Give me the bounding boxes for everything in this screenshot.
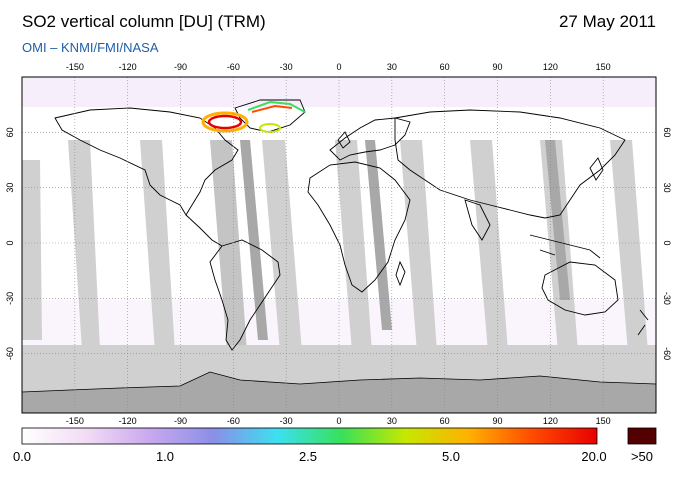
colorbar-label: 5.0: [442, 449, 460, 464]
orbit-gap: [140, 140, 175, 352]
new-zealand-coast: [637, 309, 649, 336]
lat-tick-left: 30: [5, 183, 15, 193]
lon-tick-top: -30: [280, 62, 293, 72]
lon-tick-bottom: -120: [119, 416, 137, 426]
lat-tick-right: 60: [662, 127, 672, 137]
lat-tick-left: -60: [5, 347, 15, 360]
greenland-coast: [234, 99, 306, 133]
madagascar-coast: [395, 260, 406, 287]
lon-tick-top: -90: [174, 62, 187, 72]
north-america-coast: [54, 107, 239, 216]
lat-tick-left: 0: [5, 240, 15, 245]
lat-tick-right: -30: [662, 292, 672, 305]
lon-tick-bottom: 60: [440, 416, 450, 426]
lat-tick-right: 0: [662, 240, 672, 245]
southeast-asia-islands: [529, 234, 601, 259]
orbit-gap: [400, 140, 437, 352]
lon-tick-top: 60: [440, 62, 450, 72]
page-title: SO2 vertical column [DU] (TRM): [22, 12, 266, 31]
lon-tick-bottom: 30: [387, 416, 397, 426]
orbit-gap-dark: [240, 140, 268, 340]
colorbar-label: >50: [631, 449, 653, 464]
coastlines: [54, 99, 649, 351]
lon-tick-bottom: -60: [227, 416, 240, 426]
map-frame: [21, 76, 657, 414]
orbit-gap: [210, 140, 247, 352]
orbit-gaps-dark: [240, 140, 570, 340]
asia-coast: [394, 109, 626, 219]
lat-tick-right: -60: [662, 347, 672, 360]
colorbar: [21, 427, 598, 445]
lon-tick-bottom: 0: [336, 416, 341, 426]
lat-tick-left: 60: [5, 127, 15, 137]
colorbar-label: 2.5: [299, 449, 317, 464]
tick-labels: -150 -150 -120 -120 -90 -90 -60 -60 -30 -30 0 0 30 30…: [5, 62, 672, 426]
orbit-gap-dark: [365, 140, 392, 330]
orbit-gap: [262, 140, 302, 352]
colorbar-label: 0.0: [13, 449, 31, 464]
orbit-gap-dark: [545, 140, 570, 300]
orbit-gap: [68, 140, 100, 350]
colorbar-label: 20.0: [581, 449, 606, 464]
lon-tick-bottom: 150: [596, 416, 611, 426]
india-coast: [464, 199, 491, 241]
lon-tick-top: 0: [336, 62, 341, 72]
lon-tick-bottom: 120: [543, 416, 558, 426]
lon-tick-bottom: -90: [174, 416, 187, 426]
lat-tick-left: -30: [5, 292, 15, 305]
orbit-gap: [610, 140, 648, 352]
lon-tick-top: -150: [66, 62, 84, 72]
africa-coast: [307, 161, 411, 293]
colorbar-labels: 0.0 1.0 2.5 5.0 20.0 >50: [13, 449, 653, 464]
lon-tick-bottom: -30: [280, 416, 293, 426]
lon-tick-top: -60: [227, 62, 240, 72]
lon-tick-top: 150: [596, 62, 611, 72]
orbit-gap: [335, 140, 372, 352]
south-america-coast: [209, 239, 281, 351]
lon-tick-top: -120: [119, 62, 137, 72]
lon-tick-bottom: -150: [66, 416, 84, 426]
europe-coast: [329, 117, 411, 161]
orbit-gap: [470, 140, 508, 352]
lon-tick-top: 90: [492, 62, 502, 72]
lon-tick-top: 120: [543, 62, 558, 72]
southern-noise-band: [22, 300, 656, 345]
orbit-gap: [22, 160, 42, 340]
date-label: 27 May 2011: [558, 12, 656, 31]
lon-tick-top: 30: [387, 62, 397, 72]
australia-coast: [541, 261, 619, 316]
uk-coast: [337, 131, 351, 149]
graticule: [22, 77, 656, 413]
source-subtitle: OMI – KNMI/FMI/NASA: [22, 40, 159, 55]
colorbar-label: 1.0: [156, 449, 174, 464]
lat-tick-right: 30: [662, 183, 672, 193]
colorbar-overflow: [627, 427, 657, 445]
lon-tick-bottom: 90: [492, 416, 502, 426]
